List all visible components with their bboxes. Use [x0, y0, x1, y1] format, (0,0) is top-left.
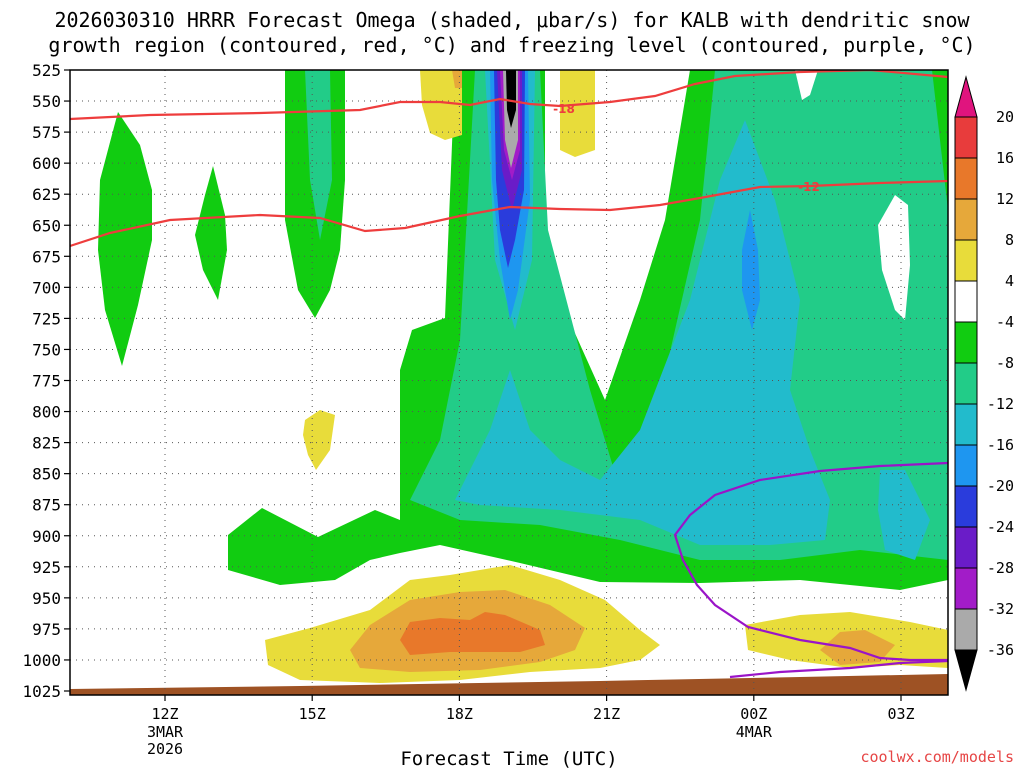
dgz-contour-label-minus12: -12 [798, 180, 820, 194]
colorbar-label: -16 [987, 436, 1014, 454]
omega-shading [98, 70, 948, 683]
omega-fill-cyan-right [878, 470, 930, 560]
x-tick-label: 15Z [299, 705, 326, 723]
omega-fill-yellow-upper-1 [420, 70, 462, 140]
omega-fill-yellow-upper-2 [560, 70, 595, 157]
y-tick-label: 675 [32, 247, 61, 266]
x-tick-label: 18Z [446, 705, 473, 723]
freezing-level-contour [673, 461, 948, 662]
omega-fill-blue-column [742, 210, 760, 330]
plot-frame [69, 69, 949, 696]
x-tick-label: 03Z [887, 705, 914, 723]
y-tick-label: 975 [32, 620, 61, 639]
y-tick-label: 750 [32, 340, 61, 359]
x-tick-date-label: 3MAR [147, 723, 184, 741]
y-tick-label: 700 [32, 278, 61, 297]
omega-fill-white-hole [878, 195, 910, 320]
colorbar-label: -8 [996, 354, 1014, 372]
colorbar-segment [954, 485, 978, 528]
colorbar-label: -24 [987, 518, 1014, 536]
y-tick-label: 875 [32, 496, 61, 515]
chart-title-line-2: growth region (contoured, red, °C) and f… [48, 33, 975, 57]
omega-fill-black [506, 70, 516, 128]
y-tick-label: 1000 [22, 651, 61, 670]
y-tick-label: 775 [32, 372, 61, 391]
omega-fill-green-left-1 [98, 112, 152, 366]
colorbar-segment [954, 280, 978, 323]
omega-fill-white-top-gap [795, 70, 818, 100]
y-tick-label: 725 [32, 309, 61, 328]
chart-title-line-1: 2026030310 HRRR Forecast Omega (shaded, … [54, 8, 970, 32]
y-tick-label: 550 [32, 92, 61, 111]
plot-area: -18 -12 [70, 70, 948, 695]
colorbar-bottom-triangle [954, 649, 978, 692]
y-tick-label: 575 [32, 123, 61, 142]
colorbar-top-triangle [954, 75, 978, 118]
colorbar-segment [954, 198, 978, 241]
colorbar-label: 8 [1005, 231, 1014, 249]
y-tick-label: 800 [32, 403, 61, 422]
colorbar-segment [954, 403, 978, 446]
colorbar-label: 20 [996, 108, 1014, 126]
colorbar-segment [954, 444, 978, 487]
y-tick-label: 925 [32, 558, 61, 577]
omega-fill-cyan-main [455, 120, 830, 545]
colorbar-segment [954, 526, 978, 569]
colorbar-segment [954, 157, 978, 200]
colorbar-segment [954, 567, 978, 610]
colorbar-label: -4 [996, 313, 1014, 331]
y-tick-label: 650 [32, 216, 61, 235]
omega-fill-green-left-2 [195, 166, 227, 300]
y-tick-label: 900 [32, 527, 61, 546]
dgz-contour-minus18 [70, 70, 948, 121]
freezing-level-contour-low [729, 659, 948, 679]
colorbar-segment [954, 116, 978, 159]
omega-fill-teal-main [410, 70, 948, 560]
credit-text: coolwx.com/models [860, 748, 1014, 766]
colorbar-label: 4 [1005, 272, 1014, 290]
x-tick-label: 00Z [740, 705, 767, 723]
y-tick-label: 600 [32, 154, 61, 173]
colorbar-segment [954, 239, 978, 282]
dgz-contour-minus12 [70, 179, 948, 248]
x-tick-label: 12Z [151, 705, 178, 723]
y-tick-label: 1025 [22, 682, 61, 701]
colorbar-label: -32 [987, 600, 1014, 618]
x-tick-year-label: 2026 [147, 740, 183, 758]
colorbar-segment [954, 321, 978, 364]
y-axis-ticks: 525 550 575 600 625 650 675 700 725 750 775 800 825 8… [22, 61, 70, 701]
y-tick-label: 950 [32, 589, 61, 608]
colorbar-segment [954, 608, 978, 651]
dgz-contour-label-minus18: -18 [553, 102, 575, 116]
y-tick-label: 825 [32, 434, 61, 453]
omega-fill-yellow-blob [303, 410, 335, 470]
omega-fill-orange-low [400, 612, 545, 655]
x-tick-date-label: 4MAR [736, 723, 773, 741]
colorbar-label: 12 [996, 190, 1014, 208]
colorbar: 20 16 12 8 4 -4 -8 -12 -16 -20 -24 -28 -32 -36 [954, 75, 1014, 692]
colorbar-label: -12 [987, 395, 1014, 413]
x-tick-label: 21Z [593, 705, 620, 723]
y-tick-label: 525 [32, 61, 61, 80]
colorbar-segment [954, 362, 978, 405]
x-axis-title: Forecast Time (UTC) [400, 748, 617, 768]
colorbar-label: 16 [996, 149, 1014, 167]
terrain-fill [70, 674, 948, 695]
y-tick-label: 850 [32, 465, 61, 484]
colorbar-label: -36 [987, 641, 1014, 659]
omega-fill-gold-upper [452, 70, 462, 88]
y-tick-label: 625 [32, 185, 61, 204]
colorbar-label: -20 [987, 477, 1014, 495]
gridlines [70, 70, 948, 695]
colorbar-label: -28 [987, 559, 1014, 577]
